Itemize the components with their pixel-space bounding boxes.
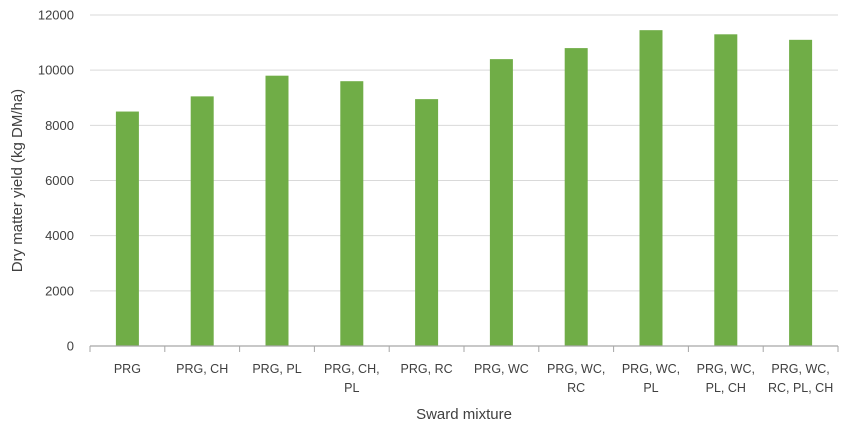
x-tick-label-line: PRG — [114, 362, 141, 376]
x-tick-label-line: PL, CH — [706, 381, 746, 395]
gridlines — [90, 14, 838, 292]
y-tick-label: 2000 — [45, 283, 74, 298]
bar — [115, 111, 139, 347]
x-tick-label: PRG, WC, PL — [622, 362, 680, 395]
x-axis-title: Sward mixture — [416, 406, 512, 423]
x-tick-label-line: PL — [344, 381, 359, 395]
x-tick-labels: PRG PRG, CH PRG, PL PRG, CH, PL PRG, RC PRG, W… — [114, 362, 833, 395]
x-tick-label: PRG, PL — [252, 362, 301, 376]
y-tick-label: 4000 — [45, 228, 74, 243]
x-axis — [89, 345, 839, 352]
y-tick-label: 0 — [67, 339, 74, 354]
y-tick-labels: 0 2000 4000 6000 8000 10000 12000 — [38, 8, 74, 354]
x-tick-label: PRG, WC — [474, 362, 529, 376]
x-tick-label-line: PRG, WC, — [771, 362, 829, 376]
bars — [115, 30, 813, 347]
x-tick-label: PRG, WC, PL, CH — [697, 362, 755, 395]
x-tick-label: PRG, WC, RC, PL, CH — [768, 362, 833, 395]
x-tick-label-line: RC, PL, CH — [768, 381, 833, 395]
y-tick-label: 10000 — [38, 63, 74, 78]
x-tick-label-line: PL — [643, 381, 658, 395]
x-tick-label: PRG — [114, 362, 141, 376]
bar — [789, 39, 813, 346]
bar — [639, 30, 663, 346]
y-tick-label: 12000 — [38, 8, 74, 23]
bar — [340, 81, 364, 346]
x-tick-label-line: PRG, WC, — [697, 362, 755, 376]
x-tick-label-line: PRG, WC, — [622, 362, 680, 376]
y-axis-title: Dry matter yield (kg DM/ha) — [9, 89, 26, 272]
y-tick-label: 6000 — [45, 173, 74, 188]
x-tick-label: PRG, WC, RC — [547, 362, 605, 395]
x-tick-label-line: PRG, WC — [474, 362, 529, 376]
x-tick-label-line: RC — [567, 381, 585, 395]
bar — [489, 59, 513, 347]
bar — [415, 99, 439, 346]
bar — [265, 75, 289, 346]
x-tick-label: PRG, CH, PL — [324, 362, 380, 395]
bar — [190, 96, 214, 346]
x-tick-label-line: PRG, RC — [401, 362, 453, 376]
bar — [714, 34, 738, 346]
y-tick-label: 8000 — [45, 118, 74, 133]
x-tick-label-line: PRG, CH, — [324, 362, 380, 376]
x-tick-label-line: PRG, WC, — [547, 362, 605, 376]
bar — [564, 48, 588, 346]
x-tick-label-line: PRG, PL — [252, 362, 301, 376]
x-tick-label: PRG, CH — [176, 362, 228, 376]
x-tick-label: PRG, RC — [401, 362, 453, 376]
x-tick-label-line: PRG, CH — [176, 362, 228, 376]
